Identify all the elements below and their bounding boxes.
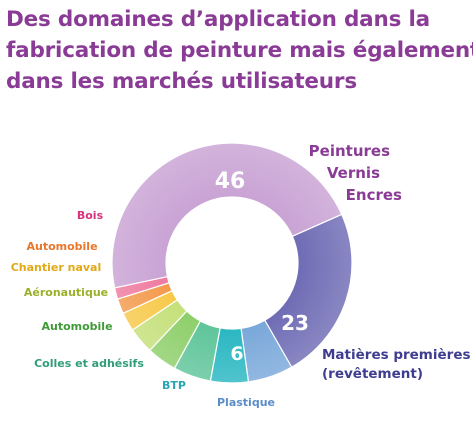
slice-label-5: Colles et adhésifs: [34, 357, 144, 370]
slice-label-line: Vernis: [327, 164, 380, 182]
slice-label-line: Encres: [346, 186, 402, 204]
slice-values: 46 23 6: [215, 169, 309, 365]
slice-label-7: Aéronautique: [24, 286, 108, 299]
slice-labels: Peintures Vernis Encres Matières premières (…: [11, 142, 471, 409]
slice-label-line: Chantier naval: [11, 261, 102, 274]
title-line-3: dans les marchés utilisateurs: [6, 69, 357, 94]
slice-label-line: Automobile: [26, 240, 97, 253]
title-line-1: Des domaines d’application dans la: [6, 7, 430, 32]
slice-label-3: Plastique: [217, 396, 275, 409]
slice-label-8: Chantier naval: [11, 261, 102, 274]
slice-value-1: 46: [215, 169, 246, 194]
slice-label-6: Automobile: [41, 320, 112, 333]
slice-label-line: Aéronautique: [24, 286, 108, 299]
slice-label-line: BTP: [162, 379, 186, 392]
slice-label-line: Peintures: [309, 142, 390, 160]
slice-label-1: Peintures Vernis Encres: [309, 142, 402, 204]
slice-label-9: Automobile: [26, 240, 97, 253]
slice-label-4: BTP: [162, 379, 186, 392]
slice-label-10: Bois: [77, 209, 104, 222]
slice-label-line: Colles et adhésifs: [34, 357, 144, 370]
slice-label-line: Plastique: [217, 396, 275, 409]
slice-label-line: Automobile: [41, 320, 112, 333]
slice-label-line: Bois: [77, 209, 104, 222]
slice-label-line: Matières premières: [322, 347, 471, 363]
slice-value-3: 6: [230, 343, 243, 365]
title-line-2: fabrication de peinture mais également: [6, 38, 473, 63]
slice-label-2: Matières premières (revêtement): [322, 347, 471, 382]
slice-value-2: 23: [281, 311, 309, 335]
chart-title: Des domaines d’application dans la fabri…: [6, 4, 473, 97]
slice-label-line: (revêtement): [322, 366, 423, 382]
